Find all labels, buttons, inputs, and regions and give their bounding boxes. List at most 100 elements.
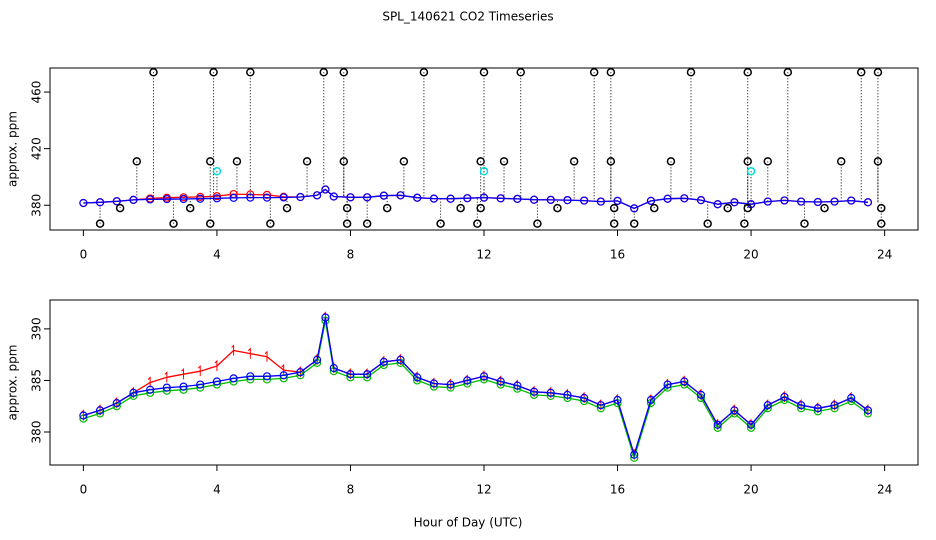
flag-point: [606, 157, 616, 166]
point-marker: [146, 385, 155, 394]
x-tick-label: 24: [877, 483, 892, 497]
flag-point: [476, 157, 485, 166]
point-marker: [363, 370, 372, 379]
x-axis-label: Hour of Day (UTC): [414, 516, 523, 530]
point-marker: [546, 195, 555, 204]
y-tick-label: 420: [30, 137, 44, 160]
flag-point: [609, 203, 619, 213]
y-tick-label: 390: [30, 317, 44, 340]
flag-point: [606, 67, 616, 77]
flag-point: [629, 219, 639, 228]
flag-point: [342, 219, 352, 228]
flag-point: [302, 157, 312, 166]
point-marker: [797, 197, 806, 206]
point-marker: [379, 191, 388, 200]
point-marker: [713, 420, 722, 429]
point-marker: [463, 376, 472, 385]
point-marker: [279, 371, 288, 380]
series-line: [83, 188, 868, 210]
point-marker: [663, 380, 672, 389]
point-marker: [212, 377, 222, 386]
point-marker: [95, 198, 105, 207]
x-tick-label: 8: [347, 248, 355, 262]
flag-point: [95, 219, 105, 228]
point-marker: [730, 198, 739, 207]
flag-point: [723, 203, 732, 213]
point-marker: [396, 191, 405, 200]
flag-point: [877, 203, 886, 213]
y-axis-label: approx. ppm: [6, 345, 20, 421]
point-marker: [279, 193, 288, 202]
point-marker: [162, 195, 171, 204]
flag-point: [703, 219, 712, 228]
flag-point: [339, 157, 349, 166]
point-marker: [546, 388, 555, 397]
point-marker: [630, 204, 639, 213]
y-tick-label: 460: [30, 81, 44, 104]
point-marker: [696, 390, 706, 399]
x-tick-label: 20: [743, 483, 758, 497]
point-marker: [231, 344, 235, 356]
series-line: [83, 317, 869, 457]
point-marker: [463, 194, 472, 203]
point-marker: [214, 359, 218, 371]
point-marker: [346, 370, 355, 379]
flag-point: [209, 67, 218, 77]
x-tick-label: 0: [80, 248, 88, 262]
point-marker: [813, 197, 822, 207]
flag-point: [319, 67, 329, 77]
point-marker: [79, 411, 88, 420]
point-marker: [246, 372, 255, 381]
point-marker: [613, 196, 622, 205]
point-marker: [513, 381, 522, 390]
point-marker: [164, 371, 168, 383]
flag-point: [877, 219, 886, 228]
flag-point: [746, 167, 756, 176]
point-marker: [613, 395, 622, 405]
y-tick-label: 385: [30, 369, 44, 392]
point-marker: [746, 420, 756, 429]
point-marker: [496, 377, 505, 386]
point-marker: [863, 198, 873, 207]
point-marker: [446, 380, 455, 389]
flag-point: [205, 157, 215, 166]
x-tick-label: 12: [476, 248, 491, 262]
point-marker: [95, 406, 105, 415]
point-marker: [646, 196, 656, 205]
x-tick-label: 24: [877, 248, 892, 262]
point-marker: [196, 194, 205, 203]
point-marker: [329, 363, 338, 373]
point-marker: [713, 200, 722, 209]
point-marker: [329, 192, 338, 201]
point-marker: [196, 380, 205, 389]
flag-point: [820, 203, 829, 213]
flag-point: [232, 157, 242, 166]
point-marker: [112, 197, 121, 206]
point-marker: [296, 368, 305, 377]
point-marker: [797, 401, 806, 410]
point-marker: [680, 194, 689, 203]
flag-point: [456, 203, 465, 213]
flag-point: [479, 67, 489, 77]
flag-point: [149, 67, 158, 77]
point-marker: [847, 393, 856, 403]
point-marker: [847, 196, 856, 205]
x-tick-label: 16: [610, 248, 625, 262]
point-marker: [262, 190, 272, 200]
point-marker: [79, 198, 88, 208]
x-tick-label: 12: [476, 483, 491, 497]
point-marker: [580, 196, 589, 205]
point-marker: [146, 195, 155, 204]
flag-point: [740, 219, 749, 228]
point-marker: [129, 388, 138, 397]
x-tick-label: 16: [610, 483, 625, 497]
point-marker: [529, 195, 539, 204]
flag-point: [436, 219, 445, 228]
flag-point: [763, 157, 773, 166]
flag-point: [169, 219, 178, 228]
point-marker: [346, 193, 355, 202]
flag-point: [205, 219, 215, 228]
series-line: [83, 320, 869, 461]
point-marker: [513, 194, 522, 203]
point-marker: [396, 355, 405, 364]
